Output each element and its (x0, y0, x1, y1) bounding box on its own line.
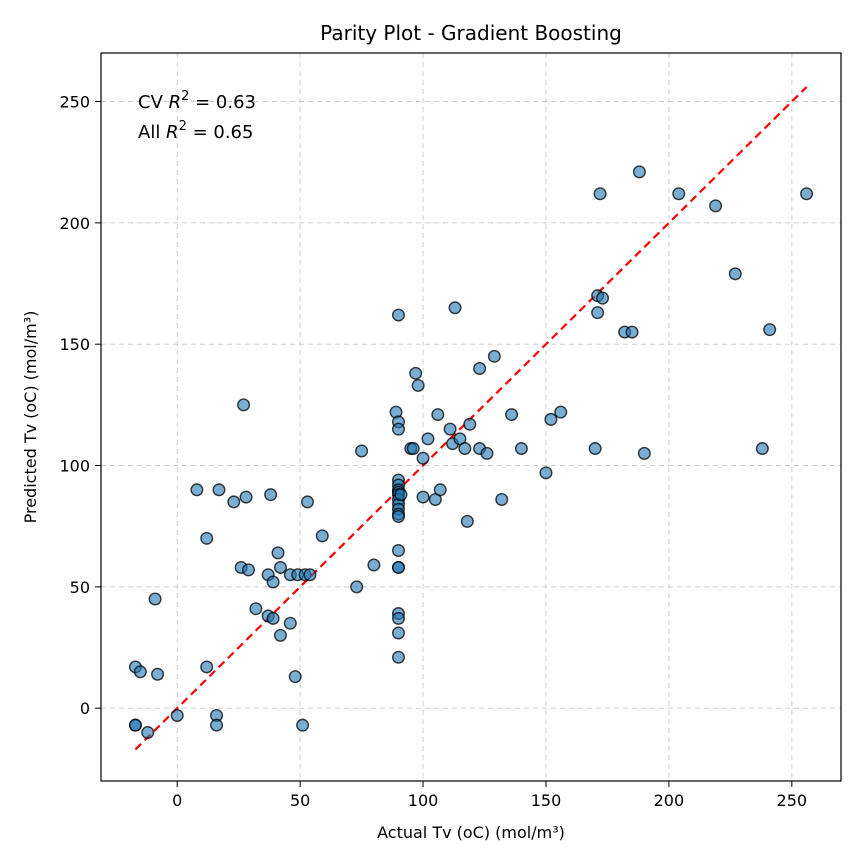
data-point (391, 650, 405, 664)
data-point (591, 306, 605, 320)
data-point (458, 442, 472, 456)
data-point (350, 580, 364, 594)
data-point (242, 563, 256, 577)
data-point (596, 291, 610, 305)
data-point (391, 543, 405, 557)
data-point (448, 301, 462, 315)
data-point (391, 611, 405, 625)
data-point (266, 611, 280, 625)
data-point (763, 323, 777, 337)
data-point (391, 308, 405, 322)
all-r2-annotation: All R2 = 0.65 (138, 119, 253, 143)
data-point (544, 412, 558, 426)
data-point (283, 616, 297, 630)
data-point (416, 490, 430, 504)
data-point (625, 325, 639, 339)
data-point (391, 626, 405, 640)
data-point (303, 568, 317, 582)
data-point (315, 529, 329, 543)
data-point (367, 558, 381, 572)
data-point (480, 446, 494, 460)
data-point (421, 432, 435, 446)
x-tick-label: 100 (408, 791, 439, 810)
data-point (495, 493, 509, 507)
data-point (301, 495, 315, 509)
y-tick-label: 50 (70, 578, 90, 597)
data-point (141, 725, 155, 739)
data-point (406, 442, 420, 456)
y-tick-label: 150 (59, 335, 90, 354)
data-point (728, 267, 742, 281)
x-axis-label: Actual Tv (oC) (mol/m³) (377, 823, 565, 842)
x-tick-label: 150 (531, 791, 562, 810)
data-point (463, 417, 477, 431)
data-point (190, 483, 204, 497)
data-point (394, 488, 408, 502)
data-point (273, 560, 287, 574)
y-tick-label: 200 (59, 214, 90, 233)
plot-frame (100, 52, 842, 782)
data-points (128, 165, 814, 739)
data-point (672, 187, 686, 201)
cv-r2-annotation: CV R2 = 0.63 (138, 89, 256, 113)
data-point (391, 560, 405, 574)
data-point (473, 361, 487, 375)
x-tick-label: 0 (172, 791, 182, 810)
data-point (210, 718, 224, 732)
data-point (148, 592, 162, 606)
data-point (391, 422, 405, 436)
data-point (800, 187, 814, 201)
x-tick-label: 200 (654, 791, 685, 810)
y-axis-label: Predicted Tv (oC) (mol/m³) (21, 311, 40, 524)
y-axis-ticks: 0 50 100 150 200 250 (59, 93, 101, 718)
data-point (514, 442, 528, 456)
data-point (271, 546, 285, 560)
data-point (433, 483, 447, 497)
data-point (539, 466, 553, 480)
data-point (593, 187, 607, 201)
data-point (411, 378, 425, 392)
data-point (709, 199, 723, 213)
data-point (128, 718, 142, 732)
data-point (151, 667, 165, 681)
data-point (391, 509, 405, 523)
chart-title: Parity Plot - Gradient Boosting (320, 21, 622, 45)
data-point (273, 628, 287, 642)
data-point (554, 405, 568, 419)
data-point (133, 665, 147, 679)
data-point (249, 602, 263, 616)
grid-lines (101, 53, 841, 781)
data-point (296, 718, 310, 732)
data-point (416, 451, 430, 465)
data-point (431, 408, 445, 422)
data-point (200, 531, 214, 545)
data-point (237, 398, 251, 412)
data-point (505, 408, 519, 422)
data-point (227, 495, 241, 509)
x-tick-label: 50 (290, 791, 310, 810)
data-point (200, 660, 214, 674)
data-point (264, 488, 278, 502)
data-point (460, 514, 474, 528)
data-point (239, 490, 253, 504)
data-point (755, 442, 769, 456)
data-point (588, 442, 602, 456)
data-point (266, 575, 280, 589)
data-point (637, 446, 651, 460)
x-axis-ticks: 0 50 100 150 200 250 (172, 781, 807, 810)
y-tick-label: 100 (59, 457, 90, 476)
data-point (355, 444, 369, 458)
data-point (170, 708, 184, 722)
y-tick-label: 250 (59, 93, 90, 112)
data-point (443, 422, 457, 436)
data-point (409, 366, 423, 380)
y-tick-label: 0 (80, 699, 90, 718)
data-point (288, 670, 302, 684)
x-tick-label: 250 (777, 791, 808, 810)
data-point (212, 483, 226, 497)
data-point (487, 349, 501, 363)
data-point (632, 165, 646, 179)
